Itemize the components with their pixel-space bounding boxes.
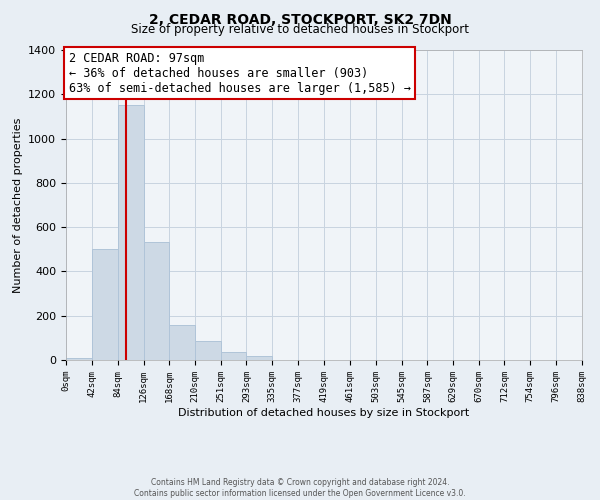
Bar — [221, 352, 247, 360]
Bar — [66, 358, 92, 360]
X-axis label: Distribution of detached houses by size in Stockport: Distribution of detached houses by size … — [178, 408, 470, 418]
Text: Contains HM Land Registry data © Crown copyright and database right 2024.
Contai: Contains HM Land Registry data © Crown c… — [134, 478, 466, 498]
Bar — [196, 341, 221, 360]
Text: 2, CEDAR ROAD, STOCKPORT, SK2 7DN: 2, CEDAR ROAD, STOCKPORT, SK2 7DN — [149, 12, 451, 26]
Bar — [118, 106, 143, 360]
Bar — [143, 242, 169, 360]
Y-axis label: Number of detached properties: Number of detached properties — [13, 118, 23, 292]
Text: 2 CEDAR ROAD: 97sqm
← 36% of detached houses are smaller (903)
63% of semi-detac: 2 CEDAR ROAD: 97sqm ← 36% of detached ho… — [68, 52, 410, 94]
Bar — [169, 324, 196, 360]
Bar — [92, 250, 118, 360]
Bar — [247, 356, 272, 360]
Text: Size of property relative to detached houses in Stockport: Size of property relative to detached ho… — [131, 22, 469, 36]
